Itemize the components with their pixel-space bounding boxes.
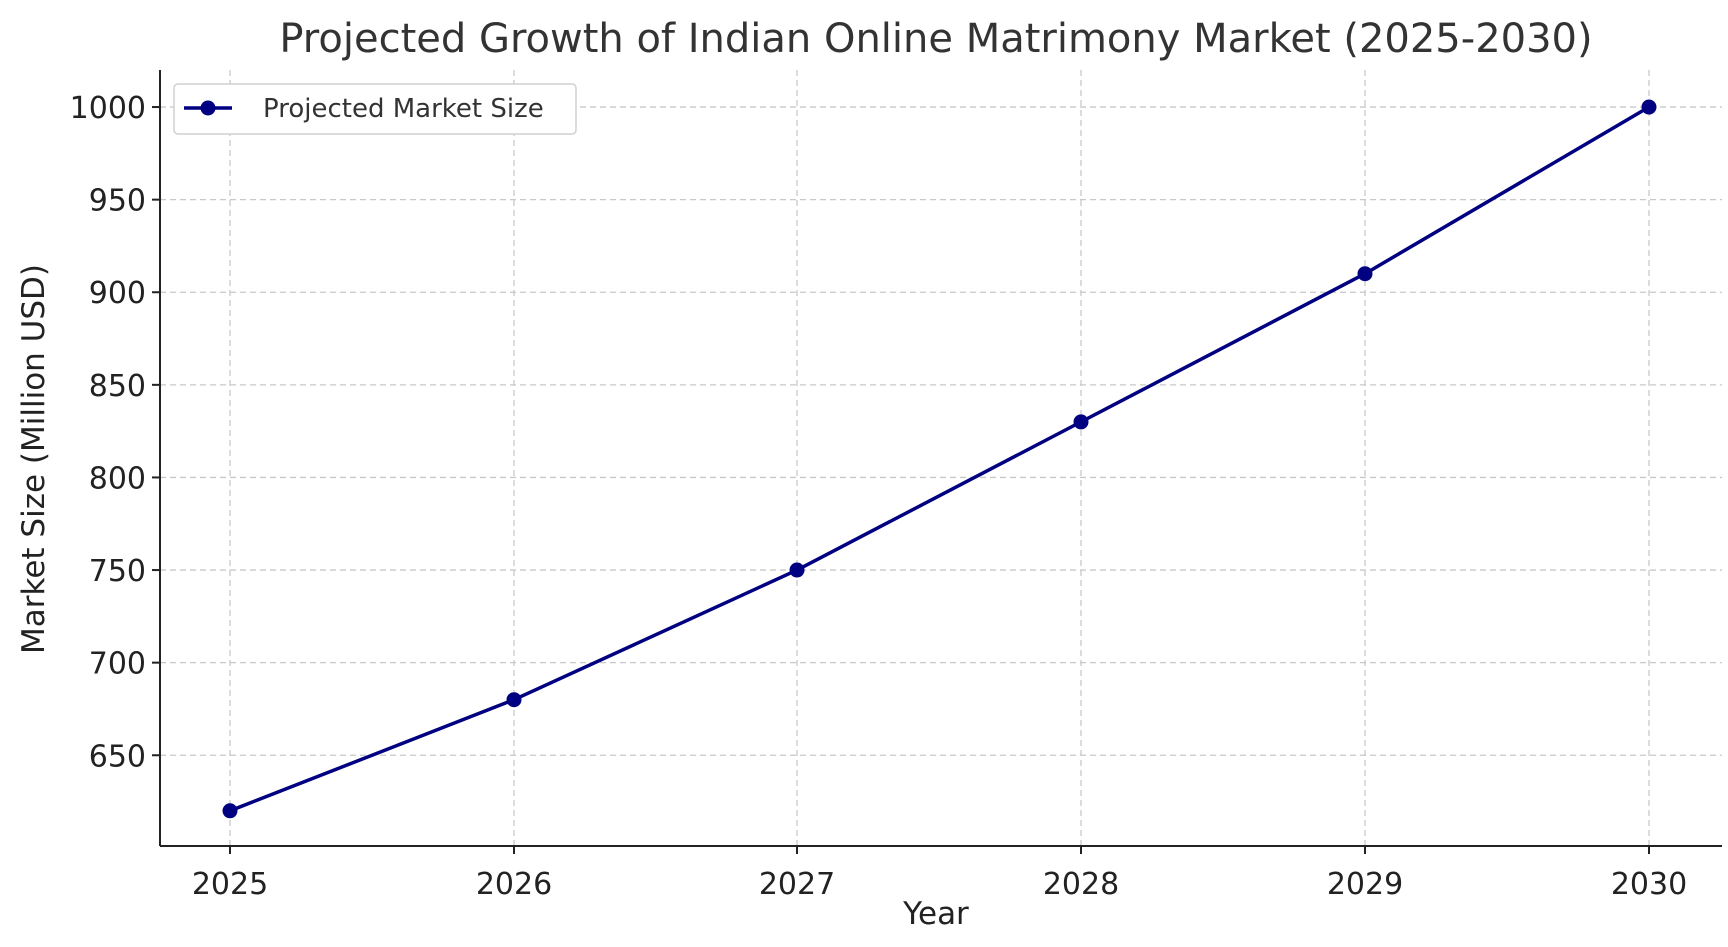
y-tick-label: 750 xyxy=(89,554,146,589)
tick-labels: 650 700 750 800 850 900 950 1000 2025 2026 2027 202… xyxy=(70,91,1688,902)
y-tick-label: 700 xyxy=(89,647,146,682)
x-tick-label: 2028 xyxy=(1043,867,1119,902)
x-tick-label: 2026 xyxy=(476,867,552,902)
axes xyxy=(159,70,1722,847)
data-series xyxy=(222,99,1657,819)
y-tick-label: 850 xyxy=(89,369,146,404)
legend-box xyxy=(173,83,577,135)
data-point xyxy=(1073,414,1089,430)
x-tick-label: 2029 xyxy=(1327,867,1403,902)
y-tick-label: 650 xyxy=(89,739,146,774)
grid-lines xyxy=(160,70,1722,846)
legend-marker-sample xyxy=(200,100,216,116)
y-tick-label: 950 xyxy=(89,184,146,219)
x-axis-label: Year xyxy=(902,896,969,932)
data-point xyxy=(1641,99,1657,115)
y-tick-label: 800 xyxy=(89,461,146,496)
chart-title: Projected Growth of Indian Online Matrim… xyxy=(279,16,1592,62)
y-tick-label: 1000 xyxy=(70,91,146,126)
series-line xyxy=(228,105,1651,813)
x-tick-label: 2030 xyxy=(1611,867,1687,902)
x-tick-label: 2025 xyxy=(192,867,268,902)
data-point xyxy=(789,562,805,578)
data-point xyxy=(506,692,522,708)
y-axis-label: Market Size (Million USD) xyxy=(16,264,52,654)
data-point xyxy=(1357,266,1373,282)
legend-label: Projected Market Size xyxy=(263,94,544,124)
legend: Projected Market Size xyxy=(173,83,577,135)
data-point xyxy=(222,803,238,819)
x-tick-label: 2027 xyxy=(759,867,835,902)
y-tick-label: 900 xyxy=(89,276,146,311)
